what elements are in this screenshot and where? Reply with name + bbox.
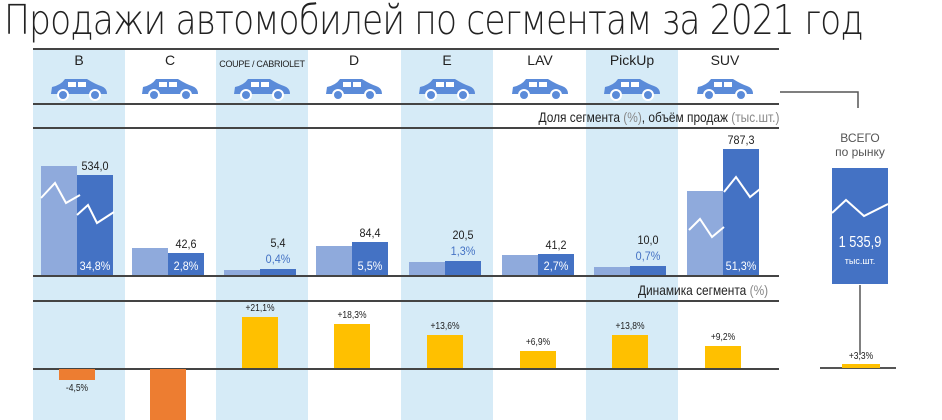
page-title: Продажи автомобилей по сегментам за 2021… bbox=[4, 0, 864, 44]
segment-name: SUV bbox=[710, 52, 740, 68]
car-icon bbox=[417, 76, 477, 107]
dynamics-bar bbox=[612, 334, 648, 368]
dynamics-label: +18,3% bbox=[337, 309, 367, 321]
divider bbox=[33, 300, 779, 302]
bar-previous bbox=[409, 261, 445, 275]
dynamics-label: +21,1% bbox=[245, 302, 275, 314]
total-dynamics-label: +3,3% bbox=[848, 351, 874, 362]
segment-name: C bbox=[164, 52, 176, 68]
dynamics-header: Динамика сегмента (%) bbox=[637, 282, 768, 298]
dynamics-label: +9,2% bbox=[710, 331, 736, 343]
share-label: 51,3% bbox=[725, 259, 757, 273]
dynamics-bar bbox=[334, 323, 370, 368]
bar-previous bbox=[594, 266, 630, 275]
bar-current bbox=[723, 149, 759, 275]
dynamics-bar bbox=[242, 316, 278, 368]
car-icon bbox=[695, 76, 755, 107]
segment-name: B bbox=[74, 52, 84, 68]
zero-line bbox=[33, 368, 779, 370]
segment-name: D bbox=[348, 52, 360, 68]
share-label: 1,3% bbox=[450, 243, 476, 258]
volume-label: 787,3 bbox=[727, 133, 755, 148]
dynamics-bar bbox=[59, 369, 95, 380]
divider bbox=[33, 275, 779, 277]
volume-label: 5,4 bbox=[270, 235, 286, 250]
divider bbox=[33, 103, 779, 105]
total-label: ВСЕГО по рынку bbox=[835, 131, 885, 159]
bar-current bbox=[168, 253, 204, 275]
dynamics-label: +13,8% bbox=[615, 320, 645, 332]
divider bbox=[33, 127, 779, 129]
car-icon bbox=[232, 76, 292, 107]
dynamics-label: +6,9% bbox=[525, 337, 551, 349]
car-icon bbox=[49, 76, 109, 107]
bar-current bbox=[538, 253, 574, 275]
divider bbox=[33, 48, 779, 50]
dynamics-bar bbox=[705, 345, 741, 368]
volume-label: 42,6 bbox=[175, 237, 197, 252]
share-label: 0,7% bbox=[635, 248, 661, 263]
bar-current bbox=[352, 242, 388, 275]
share-label: 34,8% bbox=[79, 259, 111, 273]
share-header: Доля сегмента (%), объём продаж (тыс.шт.… bbox=[538, 109, 779, 125]
share-label: 2,7% bbox=[543, 259, 569, 273]
bar-previous bbox=[224, 269, 260, 275]
dynamics-label: -4,5% bbox=[65, 382, 89, 394]
car-icon bbox=[324, 76, 384, 107]
share-label: 2,8% bbox=[173, 259, 199, 273]
dynamics-label: +13,6% bbox=[430, 321, 460, 333]
total-dynamics-bar bbox=[842, 364, 880, 368]
segment-name: E bbox=[442, 52, 452, 68]
total-box: 1 535,9 тыс.шт. bbox=[832, 168, 888, 284]
bar-current bbox=[630, 265, 666, 275]
bar-current bbox=[260, 268, 296, 275]
segment-name: LAV bbox=[527, 52, 553, 68]
volume-label: 534,0 bbox=[81, 159, 109, 174]
car-icon bbox=[140, 76, 200, 107]
bar-previous bbox=[502, 254, 538, 275]
segment-name: COUPE / CABRIOLET bbox=[219, 59, 305, 69]
bar-current bbox=[77, 175, 113, 275]
bar-current bbox=[445, 260, 481, 275]
total-unit: тыс.шт. bbox=[844, 256, 876, 266]
dynamics-bar bbox=[520, 351, 556, 368]
volume-label: 20,5 bbox=[452, 227, 474, 242]
car-icon bbox=[510, 76, 570, 107]
bar-previous bbox=[316, 246, 352, 275]
segment-name: PickUp bbox=[609, 52, 655, 68]
zigzag-icon bbox=[832, 198, 888, 218]
car-icon bbox=[602, 76, 662, 107]
total-value: 1 535,9 bbox=[838, 234, 882, 251]
share-label: 0,4% bbox=[265, 251, 291, 266]
volume-label: 41,2 bbox=[545, 237, 567, 252]
dynamics-bar bbox=[427, 335, 463, 368]
share-label: 5,5% bbox=[357, 259, 383, 273]
volume-label: 10,0 bbox=[637, 232, 659, 247]
bar-previous bbox=[132, 248, 168, 275]
dynamics-bar bbox=[150, 369, 186, 420]
bar-previous bbox=[41, 166, 77, 275]
volume-label: 84,4 bbox=[359, 226, 381, 241]
